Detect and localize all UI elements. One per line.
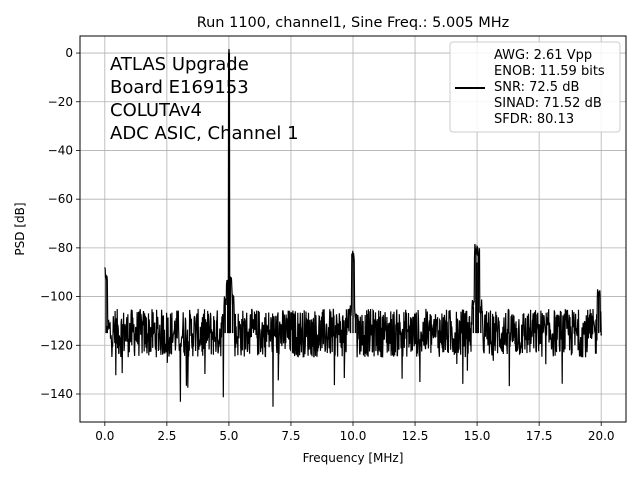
y-tick-label: −140: [40, 387, 73, 401]
x-tick-label: 2.5: [157, 429, 176, 443]
x-tick-label: 15.0: [464, 429, 491, 443]
x-tick-label: 0.0: [95, 429, 114, 443]
y-tick-label: −120: [40, 338, 73, 352]
y-tick-label: −80: [48, 241, 73, 255]
legend-entry: SINAD: 71.52 dB: [494, 96, 602, 111]
legend-entry: ENOB: 11.59 bits: [494, 64, 605, 79]
chart-title: Run 1100, channel1, Sine Freq.: 5.005 MH…: [197, 15, 510, 31]
grid: [80, 36, 626, 422]
annotation-line: Board E169153: [110, 77, 249, 98]
x-tick-label: 5.0: [219, 429, 238, 443]
y-axis-label: PSD [dB]: [13, 202, 27, 255]
x-tick-label: 17.5: [526, 429, 553, 443]
y-tick-label: 0: [65, 46, 73, 60]
x-tick-label: 10.0: [340, 429, 367, 443]
y-axis: 0 −20 −40 −60 −80 −100 −120 −140: [40, 46, 80, 401]
annotation-line: ATLAS Upgrade: [110, 54, 249, 75]
x-axis: 0.0 2.5 5.0 7.5 10.0 12.5 15.0 17.5 20.0: [95, 422, 615, 443]
annotation-line: ADC ASIC, Channel 1: [110, 123, 299, 144]
annotation-line: COLUTAv4: [110, 100, 202, 121]
legend-entry: AWG: 2.61 Vpp: [494, 48, 592, 63]
y-tick-label: −20: [48, 95, 73, 109]
legend-entry: SFDR: 80.13: [494, 112, 574, 127]
y-tick-label: −40: [48, 143, 73, 157]
x-tick-label: 20.0: [588, 429, 615, 443]
x-tick-label: 7.5: [281, 429, 300, 443]
x-axis-label: Frequency [MHz]: [303, 451, 404, 465]
legend-entry: SNR: 72.5 dB: [494, 80, 579, 95]
legend-box: [449, 41, 621, 133]
x-tick-label: 12.5: [402, 429, 429, 443]
y-tick-label: −100: [40, 290, 73, 304]
plot-area: [104, 48, 602, 407]
y-tick-label: −60: [48, 192, 73, 206]
